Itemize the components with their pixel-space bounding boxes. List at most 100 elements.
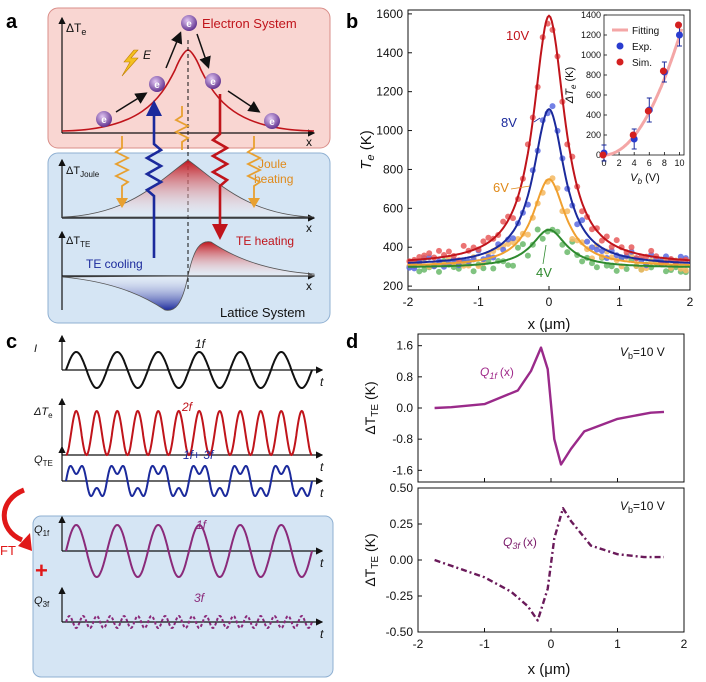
b-scatter-point (663, 268, 669, 275)
d-top-ticks: -1.6 -0.8 0.0 0.8 1.6 (392, 339, 685, 482)
inset-frame (603, 14, 685, 156)
c-row-annotation: 1f (196, 518, 208, 532)
lightning-icon (121, 49, 139, 77)
legend-sim: Sim. (632, 58, 652, 69)
c-row-label: I (34, 343, 37, 355)
b-x-label: x (μm) (528, 316, 571, 333)
panel-label-d: d (346, 331, 358, 353)
te-heating-arrow (212, 224, 228, 240)
d-ytick-label: 0.25 (390, 517, 414, 531)
arrow-e3-e4 (196, 33, 211, 69)
d-ytick-label: -0.50 (386, 625, 414, 639)
electron-system-title: Electron System (202, 16, 297, 31)
c-t-label: t (320, 375, 324, 389)
b-scatter-point (519, 241, 526, 248)
b-scatter-point (510, 235, 516, 242)
ft-components-box (32, 515, 334, 678)
inset-ytick-label: 1000 (581, 50, 601, 60)
series-label-4v: 4V (536, 265, 552, 280)
te-cooling-label: TE cooling (86, 257, 143, 271)
svg-text:e: e (269, 117, 275, 128)
panel-label-a: a (6, 11, 18, 33)
d-bottom-ticks: -0.50 -0.25 0.00 0.25 0.50 -2 -1 0 1 2 (386, 481, 688, 651)
d-xtick-label: -1 (479, 637, 490, 651)
inset-xtick-label: 6 (647, 158, 652, 168)
inset-y-label: ΔTe (K) (564, 67, 578, 104)
b-scatter-point (569, 236, 576, 242)
a-top-y-label: ΔTe (66, 21, 86, 37)
inset-xtick-label: 8 (662, 158, 667, 168)
b-scatter-point (648, 247, 655, 254)
c-waveforms: t I 1f t ΔTe 2f t QTE 1f+ 3f t Q1f 1f t Q3f 3f (33, 334, 324, 641)
plus-sign: + (35, 558, 48, 583)
joule-zigzag-right (245, 136, 263, 200)
a-top-x-label: x (306, 135, 312, 149)
b-scatter-point (564, 208, 571, 215)
inset-data (599, 21, 684, 162)
b-scatter-point (510, 215, 516, 222)
inset-ytick-label: 800 (586, 70, 601, 80)
c-row-3: t QTE 1f+ 3f (34, 445, 324, 500)
te-heating-zigzag (210, 94, 230, 226)
b-scatter-point (505, 262, 512, 269)
d-xtick-label: 2 (681, 637, 688, 651)
d-bottom-vb: Vb=10 V (620, 499, 665, 515)
b-ytick-label: 400 (383, 240, 403, 254)
joule-zigzag-center (173, 106, 191, 150)
te-heating-label: TE heating (236, 234, 294, 248)
inset-sim-point (674, 21, 682, 29)
series-label-8v: 8V (501, 115, 517, 130)
b-scatter-point (485, 234, 492, 241)
c-row-annotation: 3f (194, 591, 206, 605)
lattice-system-title: Lattice System (220, 305, 305, 320)
inset-sim-point (629, 131, 637, 139)
electron-system-box (47, 7, 331, 149)
joule-arrow-right (248, 198, 260, 208)
d-xtick-label: -2 (413, 637, 424, 651)
d-x-label: x (μm) (528, 661, 571, 678)
inset-sim-point (599, 151, 607, 159)
b-scatter-point (623, 266, 630, 272)
c-waveform (65, 614, 313, 630)
inset-x-label: Vb (V) (630, 172, 660, 186)
b-fit-curve (408, 228, 690, 268)
c-row-label: ΔTe (33, 406, 53, 420)
b-scatter-point (470, 268, 477, 275)
b-scatter-point (505, 240, 512, 247)
svg-text:e: e (101, 115, 107, 126)
panel-label-c: c (6, 331, 17, 353)
b-xtick-label: 0 (546, 295, 553, 309)
b-ytick-label: 600 (383, 201, 403, 215)
inset-exp-point (675, 31, 683, 39)
label-leader-8v (533, 117, 541, 123)
te-cooling-zigzag (144, 114, 164, 258)
b-ytick-label: 1200 (376, 85, 403, 99)
b-scatter-point (593, 264, 600, 271)
ft-label: FT (0, 543, 16, 558)
b-y-ticks: 200 400 600 800 1000 1200 1400 1600 (376, 7, 412, 293)
d-ytick-label: 1.6 (396, 339, 413, 353)
d-ytick-label: -0.25 (386, 589, 414, 603)
b-scatter-point (436, 268, 442, 275)
c-row-2: t ΔTe 2f (33, 397, 324, 474)
label-leader-6v (510, 185, 531, 190)
svg-text:e: e (186, 19, 192, 30)
c-row-annotation: 1f (195, 337, 207, 351)
electric-field-label: E (143, 48, 152, 62)
panel-c: c t I 1f t ΔTe 2f t QTE 1f+ 3f t Q1f 1f t Q3f 3f FT + (0, 331, 334, 678)
c-waveform (65, 464, 313, 498)
a-mid-y-label: ΔTJoule (66, 165, 100, 179)
ft-arrow-head (18, 533, 32, 551)
b-scatter-point (539, 235, 546, 242)
b-scatter-point (445, 248, 452, 255)
d-bottom-y-label: ΔTTE (K) (362, 533, 381, 586)
d-curve (434, 507, 664, 622)
te-cooling-arrow (146, 100, 162, 116)
b-scatter-point (682, 267, 689, 274)
legend-exp-swatch (616, 42, 624, 50)
b-scatter-point (515, 244, 521, 251)
b-scatter-point (500, 218, 507, 225)
joule-label-2: heating (254, 172, 293, 186)
inset-xtick-label: 0 (601, 158, 606, 168)
